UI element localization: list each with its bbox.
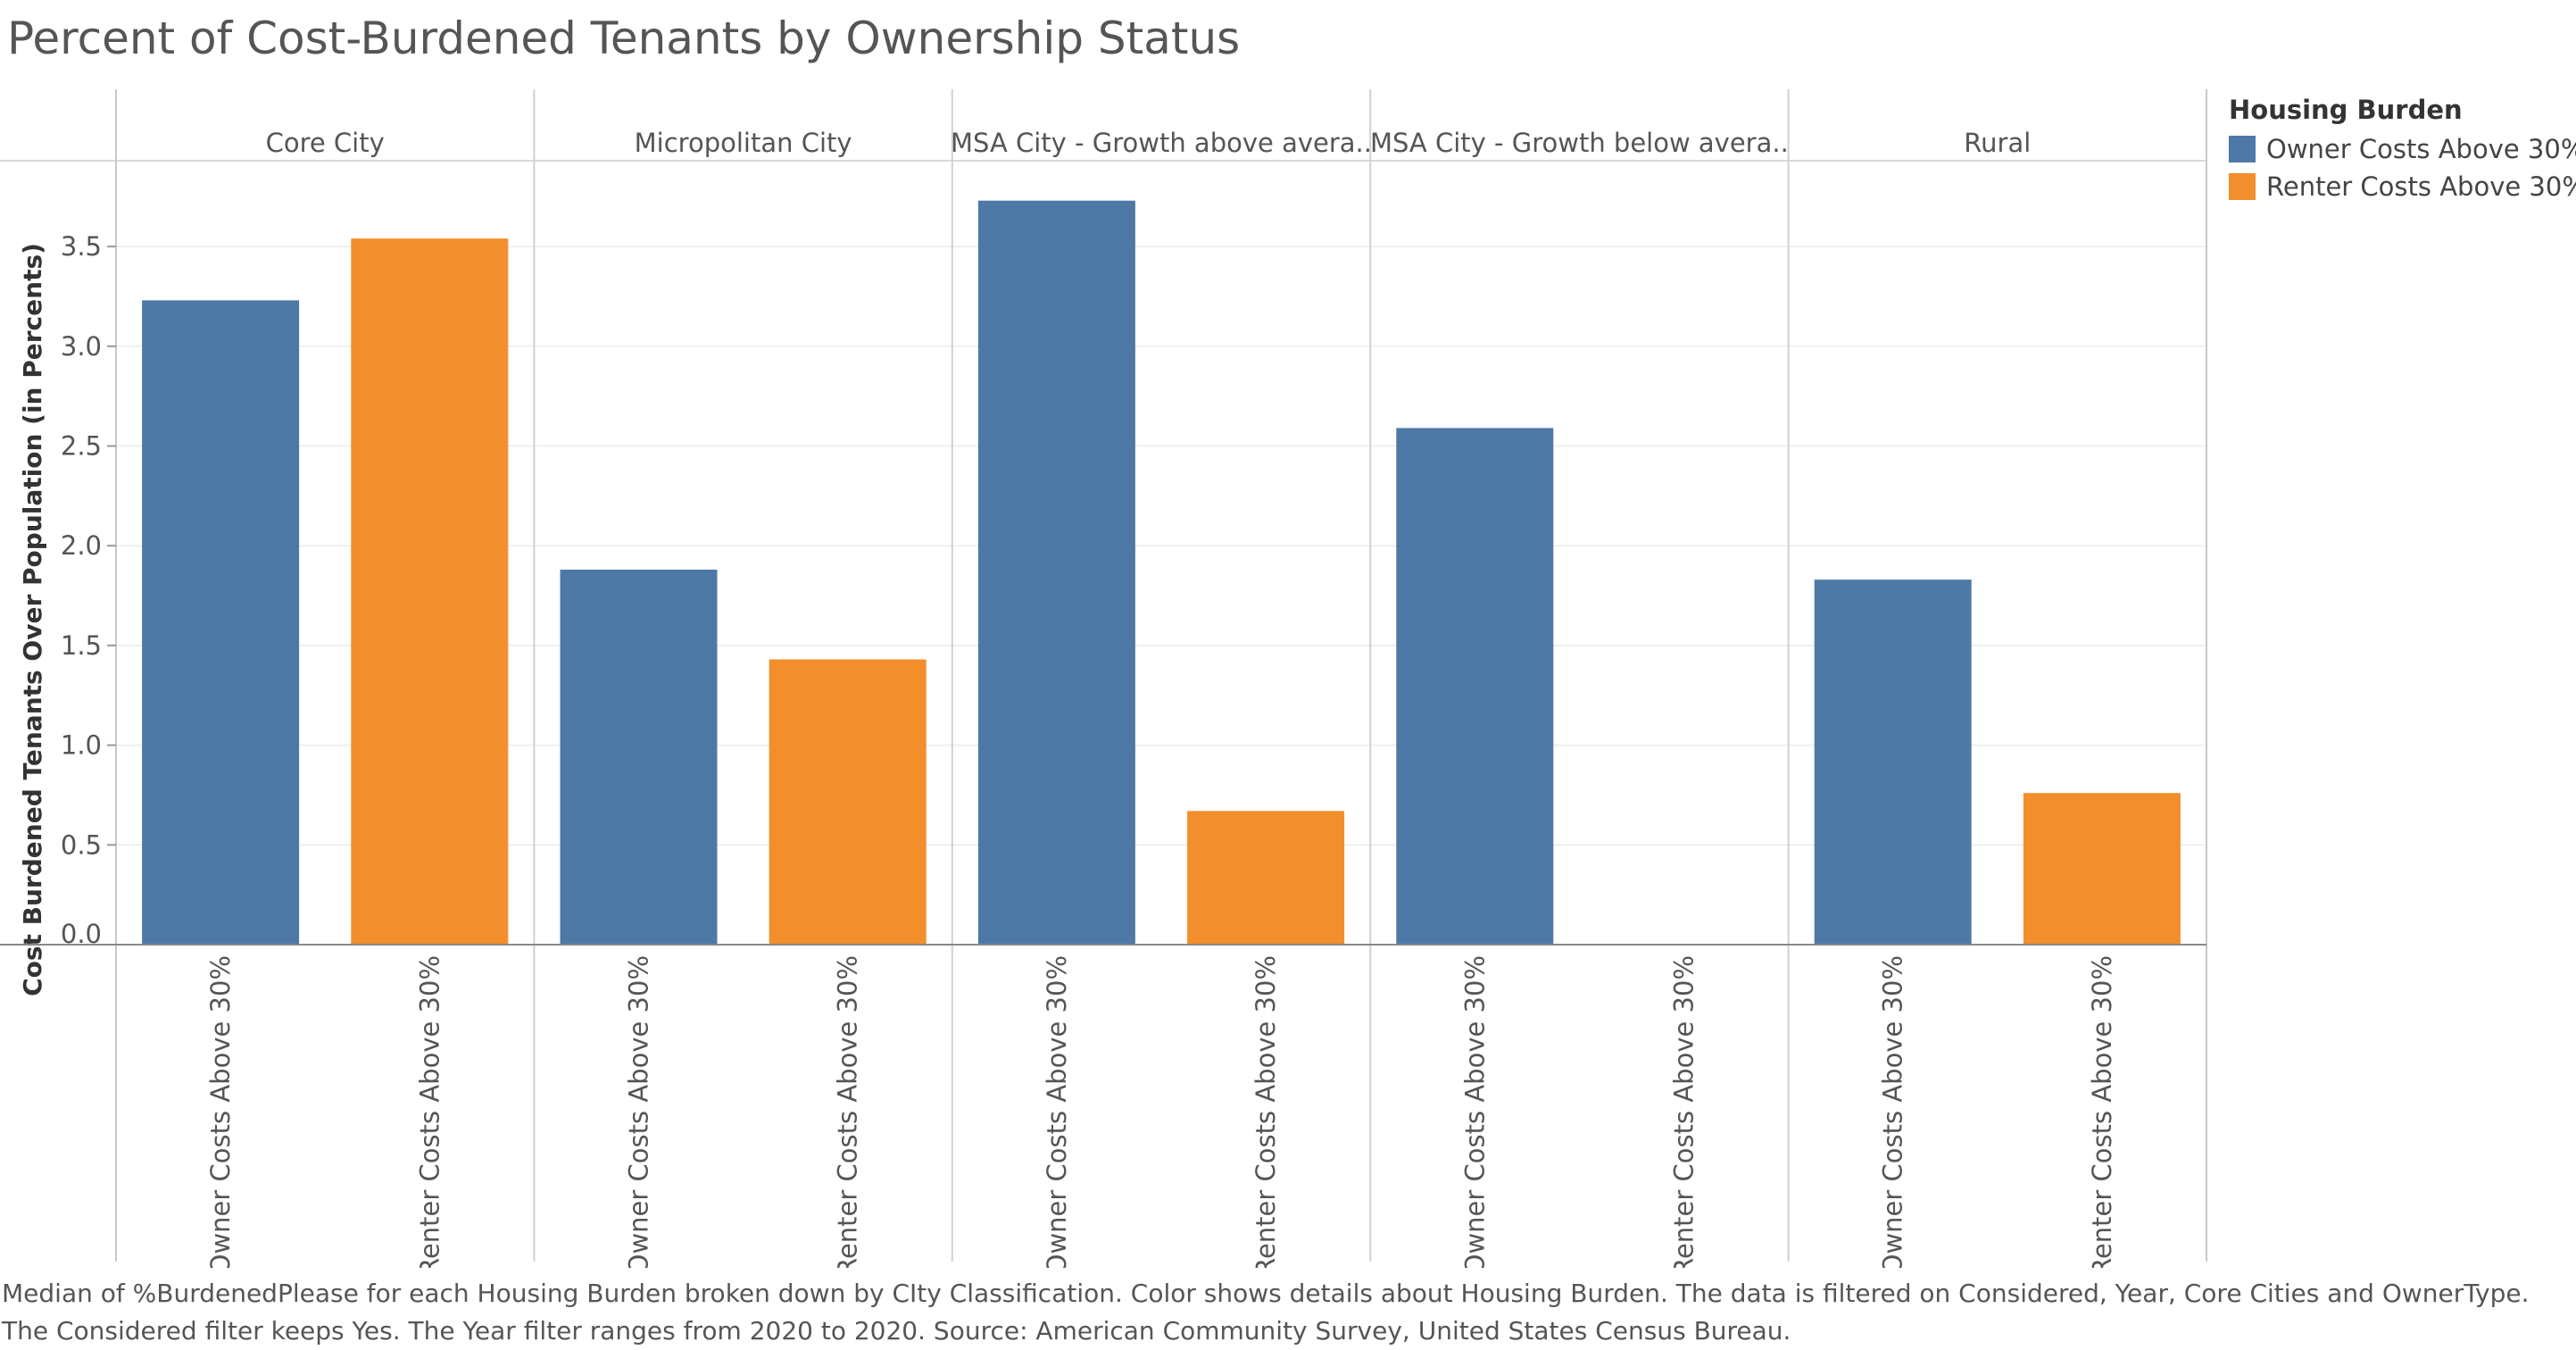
y-tick-label: 2.5 [61,431,102,462]
x-tick-label: Renter Costs Above 30% [414,955,445,1268]
bar [560,570,718,945]
legend: Housing Burden Owner Costs Above 30% Ren… [2229,95,2576,205]
y-tick-label: 1.5 [61,630,102,661]
chart-caption: Median of %BurdenedPlease for each Housi… [2,1279,2530,1346]
x-tick-label: Owner Costs Above 30% [205,955,236,1268]
legend-item-owner[interactable]: Owner Costs Above 30% [2229,130,2576,168]
x-tick-label: Owner Costs Above 30% [1878,955,1908,1268]
panel-header: Core City [266,128,385,158]
x-tick-label: Renter Costs Above 30% [833,955,863,1268]
x-tick-label: Renter Costs Above 30% [2087,955,2117,1268]
bar [2023,793,2181,945]
y-tick-label: 0.5 [61,829,102,860]
panel-header: Rural [1964,128,2031,158]
legend-title: Housing Burden [2229,95,2463,125]
bar [1814,579,1972,945]
panel-header: MSA City - Growth above avera.. [951,128,1372,158]
panel-header: Micropolitan City [635,128,852,158]
legend-swatch-owner [2229,136,2256,162]
legend-item-renter[interactable]: Renter Costs Above 30% [2229,168,2576,205]
y-tick-label: 3.0 [61,331,102,362]
chart-title: Percent of Cost-Burdened Tenants by Owne… [7,12,1241,64]
x-tick-label: Owner Costs Above 30% [624,955,654,1268]
y-tick-label: 3.5 [61,231,102,262]
y-tick-label: 2.0 [61,530,102,561]
panel-header: MSA City - Growth below avera.. [1370,128,1789,158]
x-tick-label: Renter Costs Above 30% [1669,955,1699,1268]
legend-swatch-renter [2229,173,2256,200]
legend-label-owner: Owner Costs Above 30% [2266,134,2576,164]
bar [142,300,300,946]
y-tick-label: 1.0 [61,730,102,761]
x-tick-label: Owner Costs Above 30% [1042,955,1072,1268]
y-axis-title: Cost Burdened Tenants Over Population (i… [18,243,47,996]
bar [769,659,927,945]
legend-label-renter: Renter Costs Above 30% [2266,171,2576,202]
x-tick-label: Renter Costs Above 30% [1251,955,1281,1268]
bar [1187,811,1345,945]
bar [1396,428,1554,945]
bar [977,200,1135,945]
x-tick-label: Owner Costs Above 30% [1459,955,1490,1268]
bar [351,238,509,945]
